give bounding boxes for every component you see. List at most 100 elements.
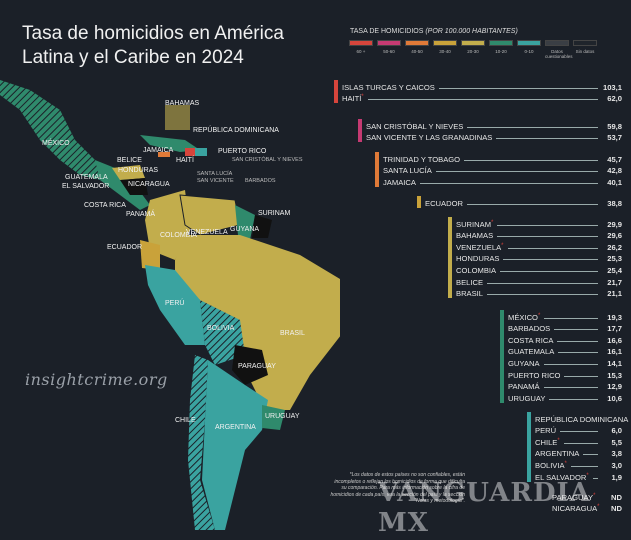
map-label: BAHAMAS	[165, 100, 200, 107]
country-row: SURINAM* 29,9	[448, 217, 622, 229]
legend: TASA DE HOMICIDIOS (POR 100.000 HABITANT…	[340, 28, 630, 59]
homicide-rate: 21,1	[607, 289, 622, 299]
country-row: BARBADOS 17,7	[500, 322, 622, 334]
leader-line	[487, 294, 598, 296]
legend-label: 30-40	[439, 49, 451, 54]
map-label: SANTA LUCÍA	[197, 171, 233, 177]
country-row: ARGENTINA 3,8	[527, 447, 622, 459]
country-row: CHILE* 5,5	[527, 435, 622, 447]
leader-line	[570, 465, 598, 467]
homicide-rate: 59,8	[607, 121, 622, 131]
country-name: ECUADOR	[425, 198, 463, 208]
legend-item: 50-60	[377, 40, 401, 59]
legend-label: 40-50	[411, 49, 423, 54]
country-row: BELICE 21,7	[448, 275, 622, 287]
map-label: BRASIL	[280, 330, 305, 337]
country-name: BAHAMAS	[456, 231, 494, 241]
homicide-rate: 3,8	[611, 449, 622, 459]
leader-line	[496, 138, 598, 140]
caribbean-islands	[140, 135, 200, 152]
map-label: BOLIVIA	[207, 325, 235, 332]
country-row: SAN VICENTE Y LAS GRANADINAS 53,7	[358, 131, 622, 143]
map-label: MÉXICO	[42, 140, 70, 147]
homicide-rate: 38,8	[607, 198, 622, 208]
leader-line	[557, 340, 598, 342]
rate-group: REPÚBLICA DOMINICANA9,6PERÚ6,0CHILE*5,5A…	[527, 412, 628, 482]
rate-group: SAN CRISTÓBAL Y NIEVES 59,8 SAN VICENTE Y …	[358, 119, 622, 143]
brand-logo-text: insightcrime.org	[25, 370, 168, 389]
legend-swatch	[545, 40, 569, 46]
unreliable-flag: *	[361, 94, 364, 101]
group-color-bar	[448, 217, 452, 299]
homicide-rate: 29,6	[607, 231, 622, 241]
country-name: HAITÍ*	[342, 94, 364, 104]
leader-line	[560, 431, 598, 433]
leader-line	[466, 203, 598, 205]
country-name: BARBADOS	[508, 324, 551, 334]
country-row: PERÚ 6,0	[527, 424, 622, 436]
map-label: HAITÍ	[176, 157, 194, 164]
leader-line	[543, 363, 598, 365]
country-row: URUGUAY 10,6	[500, 391, 622, 403]
homicide-rate: 14,1	[607, 358, 622, 368]
rate-group: ISLAS TURCAS Y CAICOS 103,1 HAITÍ* 62,0	[334, 80, 622, 104]
legend-label: Datos cuestionables	[545, 49, 573, 59]
leader-line	[592, 477, 598, 479]
country-row: REPÚBLICA DOMINICANA9,6	[527, 412, 628, 424]
central-america-region	[95, 160, 150, 210]
unreliable-flag: *	[593, 492, 596, 499]
homicide-rate: 40,1	[607, 177, 622, 187]
leader-line	[563, 442, 598, 444]
country-row: PARAGUAY* ND	[544, 490, 622, 502]
unreliable-flag: *	[586, 472, 589, 479]
leader-line	[487, 282, 598, 284]
legend-label: 60 +	[356, 49, 366, 54]
dominican-republic-region	[195, 148, 207, 156]
homicide-rate: 42,8	[607, 166, 622, 176]
country-row: BOLIVIA* 3,0	[527, 458, 622, 470]
honduras-region	[112, 165, 145, 180]
map-label: COSTA RICA	[84, 202, 126, 209]
venezuela-region	[179, 194, 241, 236]
map-label: EL SALVADOR	[62, 183, 110, 190]
ecuador-region	[140, 240, 160, 270]
map-label: SAN VICENTE	[197, 178, 234, 184]
rate-group: TRINIDAD Y TOBAGO 45,7 SANTA LUCÍA 42,8 JAMA…	[375, 152, 622, 187]
country-name: ISLAS TURCAS Y CAICOS	[342, 82, 435, 92]
page-title: Tasa de homicidios en América Latina y e…	[22, 23, 284, 68]
bolivia-region	[200, 300, 245, 365]
country-row: PUERTO RICO 15,3	[500, 368, 622, 380]
map-label: PARAGUAY	[238, 363, 276, 370]
country-name: MÉXICO*	[508, 312, 541, 322]
leader-line	[549, 398, 598, 400]
homicide-rate: 45,7	[607, 154, 622, 164]
map-label: REPÚBLICA DOMINICANA	[193, 127, 279, 134]
paraguay-region	[232, 345, 268, 385]
legend-swatch	[349, 40, 373, 46]
leader-line	[558, 352, 598, 354]
country-name: PERÚ	[535, 426, 557, 436]
group-color-bar	[527, 412, 531, 482]
country-row: ISLAS TURCAS Y CAICOS 103,1	[334, 80, 622, 92]
country-name: BOLIVIA*	[535, 460, 567, 470]
leader-line	[367, 99, 598, 101]
leader-line	[500, 270, 598, 272]
map-label: PUERTO RICO	[218, 148, 267, 155]
map-label: SURINAM	[258, 210, 291, 217]
legend-label: 50-60	[383, 49, 395, 54]
country-name: PUERTO RICO	[508, 370, 561, 380]
legend-swatch	[573, 40, 597, 46]
country-name: REPÚBLICA DOMINICANA	[535, 414, 629, 424]
country-name: SANTA LUCÍA	[383, 166, 432, 176]
legend-item: 0-10	[517, 40, 541, 59]
country-name: HONDURAS	[456, 254, 500, 264]
country-row: MÉXICO* 19,3	[500, 310, 622, 322]
homicide-rate: 25,4	[607, 265, 622, 275]
homicide-rate: 53,7	[607, 133, 622, 143]
legend-swatch	[489, 40, 513, 46]
nicaragua-region	[120, 178, 148, 195]
map-label: ECUADOR	[107, 244, 143, 251]
country-name: SAN VICENTE Y LAS GRANADINAS	[366, 133, 493, 143]
legend-item: Datos cuestionables	[545, 40, 573, 59]
country-name: TRINIDAD Y TOBAGO	[383, 154, 461, 164]
